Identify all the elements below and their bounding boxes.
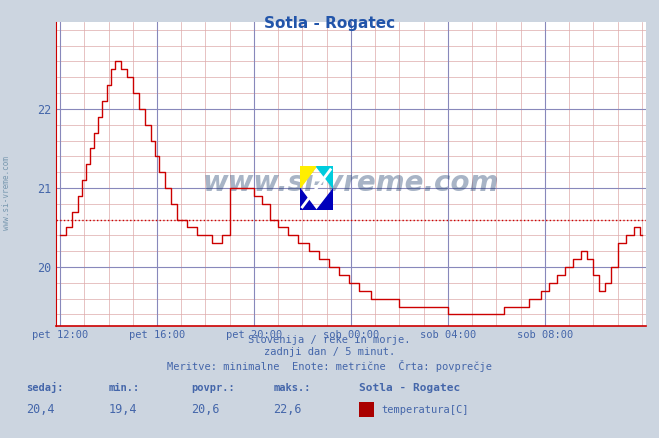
Text: www.si-vreme.com: www.si-vreme.com [2, 156, 11, 230]
Text: Sotla - Rogatec: Sotla - Rogatec [264, 16, 395, 31]
Text: sedaj:: sedaj: [26, 382, 64, 393]
Text: temperatura[C]: temperatura[C] [381, 405, 469, 414]
Text: 20,6: 20,6 [191, 403, 219, 416]
Text: min.:: min.: [109, 383, 140, 392]
Text: zadnji dan / 5 minut.: zadnji dan / 5 minut. [264, 347, 395, 357]
Text: www.si-vreme.com: www.si-vreme.com [203, 169, 499, 197]
Text: maks.:: maks.: [273, 383, 311, 392]
Polygon shape [300, 166, 316, 188]
Text: Sotla - Rogatec: Sotla - Rogatec [359, 383, 461, 392]
Text: Meritve: minimalne  Enote: metrične  Črta: povprečje: Meritve: minimalne Enote: metrične Črta:… [167, 360, 492, 371]
Text: 22,6: 22,6 [273, 403, 302, 416]
Text: 19,4: 19,4 [109, 403, 137, 416]
Polygon shape [316, 166, 333, 188]
Text: 20,4: 20,4 [26, 403, 55, 416]
Text: povpr.:: povpr.: [191, 383, 235, 392]
Polygon shape [300, 188, 316, 210]
Polygon shape [316, 188, 333, 210]
Text: Slovenija / reke in morje.: Slovenija / reke in morje. [248, 335, 411, 345]
